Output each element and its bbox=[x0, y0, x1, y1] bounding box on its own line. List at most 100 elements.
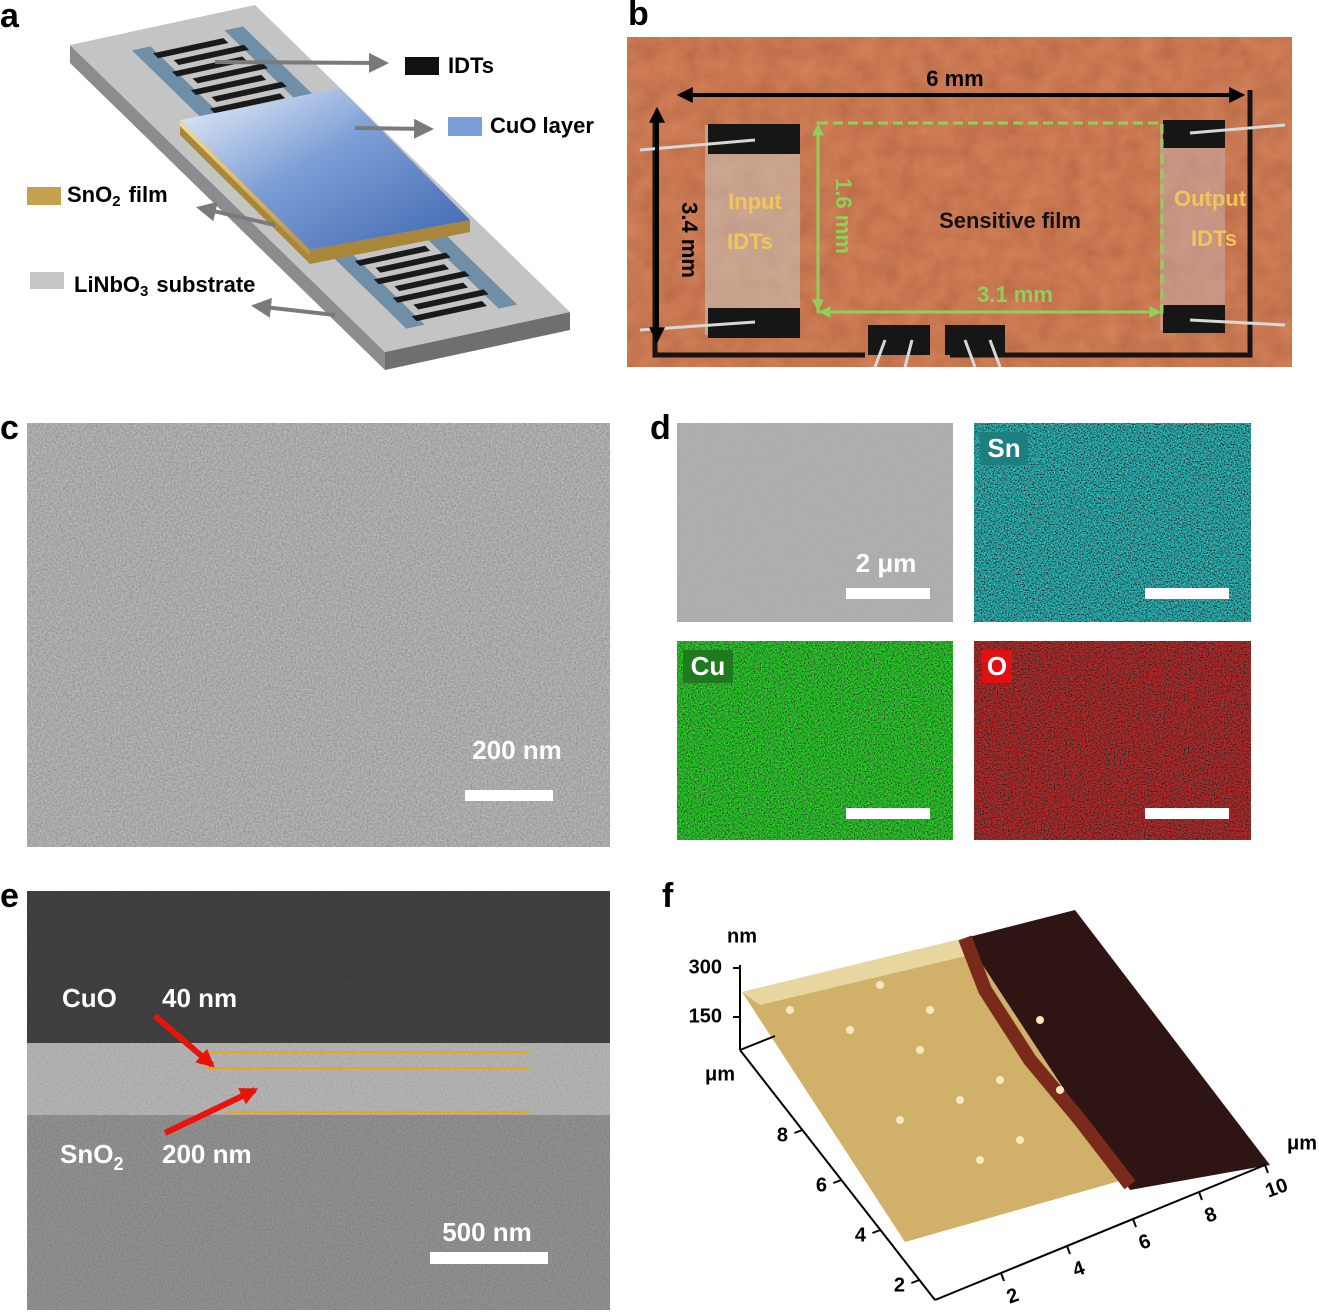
vacuum-region bbox=[27, 891, 610, 1043]
scale-label: 200 nm bbox=[472, 735, 562, 765]
afm-surface bbox=[742, 938, 1130, 1242]
axis-unit: nm bbox=[727, 925, 757, 947]
panel-label: c bbox=[0, 409, 19, 447]
tick bbox=[1264, 1164, 1269, 1174]
axis-unit: μm bbox=[705, 1063, 735, 1085]
label: 200 nm bbox=[162, 1139, 252, 1169]
scale-bar bbox=[846, 808, 930, 819]
output-idt bbox=[1160, 125, 1225, 330]
arrow bbox=[214, 52, 389, 73]
particle bbox=[1016, 1136, 1024, 1144]
scale-bar bbox=[1145, 808, 1229, 819]
particle bbox=[876, 981, 884, 989]
panel-a: a IDTs CuO layer SnO2 film LiNbO3 substrat… bbox=[0, 0, 594, 370]
tick bbox=[911, 1279, 920, 1284]
panel-f: f nm μm μm 300 150 8 6 4 2 2 4 6 8 10 bbox=[662, 877, 1317, 1309]
legend-swatch bbox=[448, 117, 482, 136]
tick bbox=[833, 1179, 842, 1184]
panel-label: d bbox=[650, 409, 671, 447]
idt-bus bbox=[224, 26, 322, 108]
legend-swatch bbox=[405, 57, 439, 75]
panel-b: b 6 mm 3.4 mm 1.6 mm 3.1 mm Input IDTs S… bbox=[627, 0, 1292, 368]
tick-label: 2 bbox=[894, 1274, 905, 1296]
particle bbox=[956, 1096, 964, 1104]
film-region bbox=[27, 1043, 610, 1115]
label: IDTs bbox=[727, 229, 773, 254]
tick-label: 150 bbox=[689, 1005, 722, 1027]
panel-d: d 2 μm Sn Cu O bbox=[650, 409, 1251, 840]
arrow bbox=[196, 201, 276, 227]
afm-surface bbox=[965, 910, 1270, 1190]
device bbox=[132, 26, 518, 329]
particle bbox=[846, 1026, 854, 1034]
pad bbox=[945, 325, 1005, 355]
idt-bus bbox=[132, 46, 230, 128]
dimension-label: 6 mm bbox=[926, 66, 983, 91]
arrow bbox=[354, 118, 434, 139]
label: CuO bbox=[62, 983, 117, 1013]
idt-fingers bbox=[153, 38, 287, 114]
tick-label: 4 bbox=[1070, 1257, 1089, 1282]
label: CuO layer bbox=[490, 113, 594, 138]
dimension-label: 1.6 mm bbox=[831, 178, 856, 254]
particle bbox=[926, 1006, 934, 1014]
cuo-layer bbox=[180, 88, 470, 250]
idt-bus bbox=[426, 234, 518, 309]
idt-fingers bbox=[354, 245, 489, 322]
particle bbox=[976, 1156, 984, 1164]
scale-bar bbox=[846, 588, 930, 599]
arrow bbox=[163, 1087, 259, 1136]
label: Input bbox=[728, 189, 782, 214]
scale-bar bbox=[1145, 588, 1229, 599]
tick-label: 6 bbox=[816, 1174, 827, 1196]
tick-label: 2 bbox=[1004, 1284, 1022, 1308]
afm-step bbox=[958, 935, 1136, 1190]
tick bbox=[1198, 1191, 1203, 1201]
map-tag bbox=[683, 650, 733, 683]
input-idt bbox=[705, 125, 800, 335]
tick-label: 10 bbox=[1263, 1174, 1291, 1202]
particle bbox=[916, 1046, 924, 1054]
tick-label: 4 bbox=[855, 1224, 867, 1246]
particle bbox=[896, 1116, 904, 1124]
legend-swatch bbox=[27, 187, 61, 205]
tick-label: 8 bbox=[777, 1124, 788, 1146]
legend-swatch bbox=[30, 272, 64, 289]
map-tag bbox=[982, 650, 1012, 683]
map-label: Cu bbox=[691, 651, 726, 681]
label: Sensitive film bbox=[939, 208, 1081, 233]
particle bbox=[996, 1076, 1004, 1084]
axis-unit: μm bbox=[1287, 1132, 1317, 1154]
panel-label: b bbox=[628, 0, 649, 33]
panel-label: f bbox=[662, 877, 674, 915]
tick bbox=[1132, 1218, 1137, 1228]
particle bbox=[786, 1006, 794, 1014]
interface-lines bbox=[205, 1051, 530, 1113]
scale-bar bbox=[465, 790, 553, 801]
particle bbox=[1056, 1086, 1064, 1094]
label: SnO2 bbox=[60, 1139, 123, 1174]
label: SnO2 film bbox=[67, 182, 168, 210]
substrate-region bbox=[27, 1115, 610, 1310]
sno2-layer bbox=[180, 120, 310, 256]
eds-map bbox=[974, 641, 1251, 840]
label: Output bbox=[1174, 186, 1247, 211]
label: 40 nm bbox=[162, 983, 237, 1013]
pad bbox=[868, 325, 930, 355]
panel-c: c 200 nm bbox=[0, 409, 610, 847]
label: IDTs bbox=[1191, 226, 1237, 251]
arrow bbox=[251, 297, 336, 318]
tick-label: 8 bbox=[1202, 1203, 1220, 1227]
panel-label: a bbox=[0, 0, 20, 35]
panel-e: e CuO 40 nm SnO2 200 nm 500 nm bbox=[0, 877, 610, 1310]
substrate-side bbox=[385, 312, 570, 370]
dimension-label: 3.1 mm bbox=[977, 282, 1053, 307]
tick-label: 300 bbox=[689, 956, 722, 978]
substrate-side bbox=[70, 45, 385, 370]
sno2-edge bbox=[180, 120, 470, 264]
scale-label: 2 μm bbox=[856, 548, 917, 578]
axes bbox=[739, 965, 1266, 1301]
afm-surface bbox=[742, 938, 970, 1005]
label: IDTs bbox=[448, 53, 494, 78]
